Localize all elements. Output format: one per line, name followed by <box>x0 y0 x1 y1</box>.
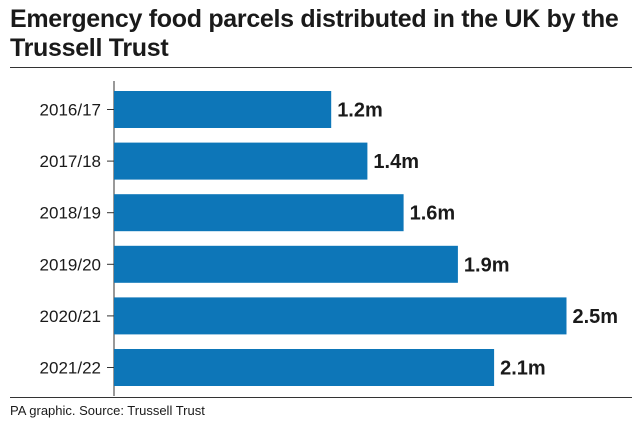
title-divider <box>10 67 632 68</box>
category-axis: 2016/17 2017/18 2018/19 2019/20 2020/21 2021/… <box>40 81 115 396</box>
value-label: 1.9m <box>464 254 510 276</box>
footer-divider <box>10 397 632 398</box>
bar <box>114 245 458 283</box>
category-label: 2018/19 <box>40 204 101 223</box>
bar <box>114 194 404 232</box>
category-label: 2016/17 <box>40 101 101 120</box>
value-label: 1.4m <box>373 151 419 173</box>
value-label: 1.6m <box>410 203 456 225</box>
bar <box>114 297 567 335</box>
category-label: 2017/18 <box>40 152 101 171</box>
bar <box>114 91 332 128</box>
category-label: 2019/20 <box>40 255 101 274</box>
bars: 1.2m 1.4m 1.6m 1.9m 2.5m 2.1m <box>114 91 618 386</box>
category-label: 2021/22 <box>40 359 101 378</box>
source-note: PA graphic. Source: Trussell Trust <box>10 403 205 418</box>
category-label: 2020/21 <box>40 307 101 326</box>
value-label: 1.2m <box>337 100 383 122</box>
value-label: 2.1m <box>500 358 546 380</box>
value-label: 2.5m <box>573 306 619 328</box>
chart-title: Emergency food parcels distributed in th… <box>10 5 619 62</box>
bar <box>114 349 495 386</box>
bar <box>114 142 368 180</box>
